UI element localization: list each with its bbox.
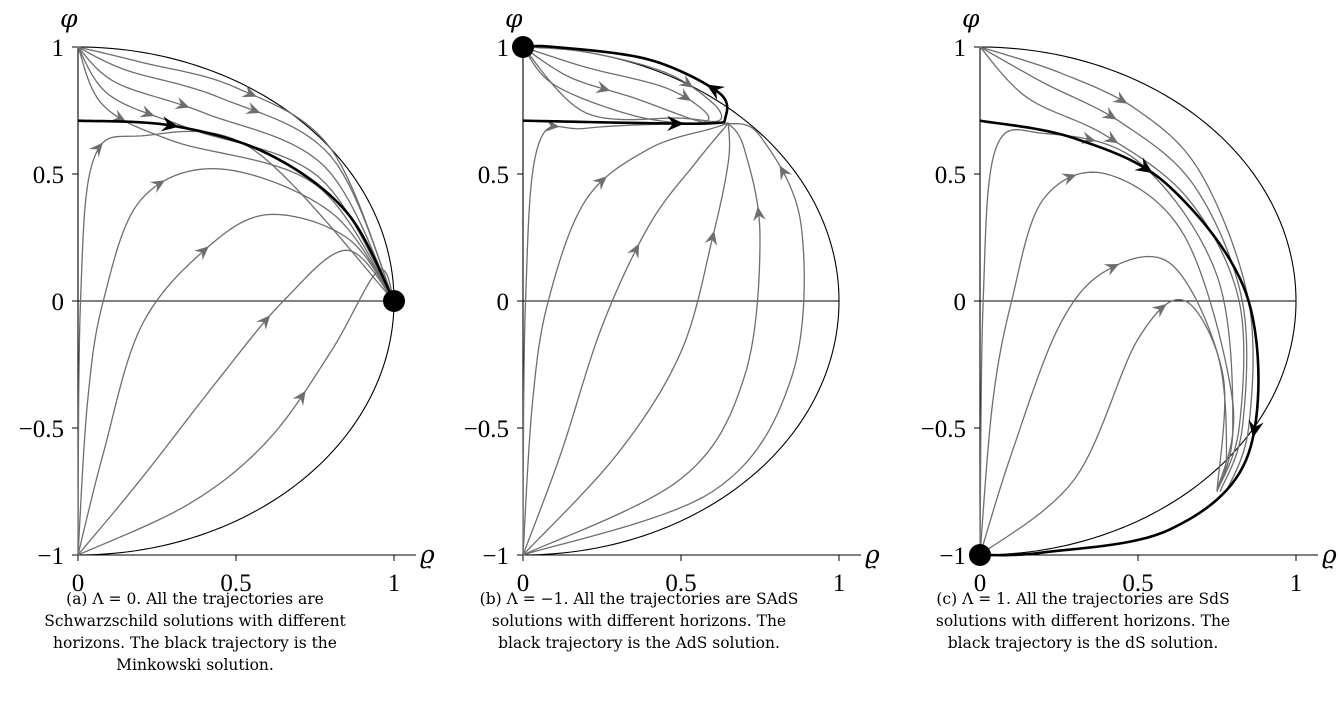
trajectory-arrow: [139, 105, 155, 118]
trajectory: [77, 130, 395, 556]
special-trajectory-arrow: [1134, 157, 1153, 174]
trajectory: [979, 171, 1235, 556]
trajectory: [77, 168, 395, 556]
special-trajectory: [979, 119, 1260, 557]
trajectory: [522, 122, 729, 556]
x-tick-label: 0: [517, 570, 530, 597]
caption-a: (a) Λ = 0. All the trajectories are Schw…: [44, 590, 346, 674]
panel-c: 0 0.5 1 1 0.5 0 −0.5 −1 φ ϱ: [921, 4, 1337, 597]
y-tick-label: 0: [954, 289, 967, 316]
trajectory: [77, 46, 395, 302]
trajectory: [522, 122, 729, 556]
x-tick-label: 0: [72, 570, 85, 597]
y-tick-label: 1: [52, 35, 65, 62]
x-tick-label: 0.5: [665, 570, 696, 597]
y-tick-label: −0.5: [921, 416, 966, 443]
trajectory-arrow: [779, 165, 792, 181]
panel-b: 0 0.5 1 1 0.5 0 −0.5 −1 φ ϱ: [464, 4, 880, 597]
trajectory: [979, 298, 1226, 556]
trajectory-arrow: [595, 80, 611, 94]
fixed-point: [512, 36, 534, 58]
y-tick-label: −1: [482, 543, 509, 570]
y-tick-label: −0.5: [19, 416, 64, 443]
y-tick-label: 0.5: [478, 162, 509, 189]
special-trajectory-arrow: [160, 116, 179, 132]
trajectory-arrow: [241, 85, 257, 97]
caption-b: (b) Λ = −1. All the trajectories are SAd…: [479, 590, 799, 652]
trajectory: [979, 46, 1245, 492]
y-tick-label: −0.5: [464, 416, 509, 443]
trajectory: [979, 255, 1228, 556]
special-trajectory: [77, 119, 396, 302]
y-tick-label: −1: [939, 543, 966, 570]
trajectory-arrow: [1103, 130, 1119, 144]
y-tick-label: 0.5: [935, 162, 966, 189]
trajectory-arrow: [1112, 91, 1128, 104]
trajectory-arrow: [149, 180, 166, 193]
trajectory: [522, 122, 729, 556]
trajectory-arrow: [174, 97, 190, 110]
trajectory-arrow: [110, 109, 127, 122]
trajectory-arrow: [753, 206, 766, 222]
trajectory: [979, 46, 1248, 492]
y-tick-label: 0: [497, 289, 510, 316]
trajectory-arrow: [592, 176, 607, 191]
trajectory-arrow: [627, 243, 640, 259]
x-axis-symbol: ϱ: [420, 540, 435, 569]
trajectory-arrow: [1061, 173, 1077, 186]
x-tick-label: 0.5: [220, 570, 251, 597]
trajectory-arrow: [1080, 131, 1096, 144]
special-trajectory-arrow: [706, 84, 726, 100]
fixed-point: [383, 290, 405, 312]
trajectory-arrow: [704, 230, 718, 246]
trajectory: [979, 46, 1254, 492]
y-axis-symbol: φ: [60, 4, 78, 33]
special-trajectory: [522, 44, 729, 125]
special-trajectory-arrow: [1248, 419, 1264, 438]
special-trajectory-arrow: [667, 115, 685, 132]
x-axis-symbol: ϱ: [865, 540, 880, 569]
y-tick-label: −1: [37, 543, 64, 570]
x-tick-label: 1: [1290, 570, 1303, 597]
y-tick-label: 1: [954, 35, 967, 62]
x-tick-label: 1: [388, 570, 401, 597]
trajectory-arrow: [194, 246, 209, 261]
trajectory: [979, 129, 1234, 556]
trajectory-arrow: [678, 74, 694, 88]
trajectory: [77, 46, 395, 302]
trajectory-arrow: [1101, 106, 1117, 120]
trajectory-arrow: [256, 315, 271, 330]
trajectory: [522, 122, 805, 556]
panel-a: 0 0.5 1 1 0.5 0 −0.5 −1 φ ϱ: [19, 4, 435, 597]
trajectory: [522, 123, 731, 556]
trajectory: [77, 249, 395, 556]
x-tick-label: 0: [974, 570, 987, 597]
caption-c: (c) Λ = 1. All the trajectories are SdS …: [935, 590, 1231, 652]
y-tick-label: 0: [52, 289, 65, 316]
trajectory-arrow: [1151, 303, 1167, 318]
trajectory-arrow: [245, 102, 261, 114]
x-tick-label: 0.5: [1122, 570, 1153, 597]
trajectory: [522, 122, 761, 556]
fixed-point: [969, 544, 991, 566]
trajectory: [77, 46, 395, 302]
trajectory: [77, 46, 395, 302]
trajectory-arrow: [89, 142, 104, 158]
y-axis-symbol: φ: [505, 4, 523, 33]
trajectory: [77, 213, 395, 556]
trajectory-arrow: [292, 390, 306, 406]
trajectory-arrow: [676, 88, 692, 101]
trajectory: [522, 46, 710, 124]
y-tick-label: 0.5: [33, 162, 64, 189]
trajectory: [522, 46, 723, 123]
trajectory-arrow: [1103, 263, 1120, 276]
y-axis-symbol: φ: [962, 4, 980, 33]
x-axis-symbol: ϱ: [1322, 540, 1337, 569]
y-tick-label: 1: [497, 35, 510, 62]
trajectory: [77, 268, 395, 556]
x-tick-label: 1: [833, 570, 846, 597]
trajectory: [77, 46, 395, 302]
